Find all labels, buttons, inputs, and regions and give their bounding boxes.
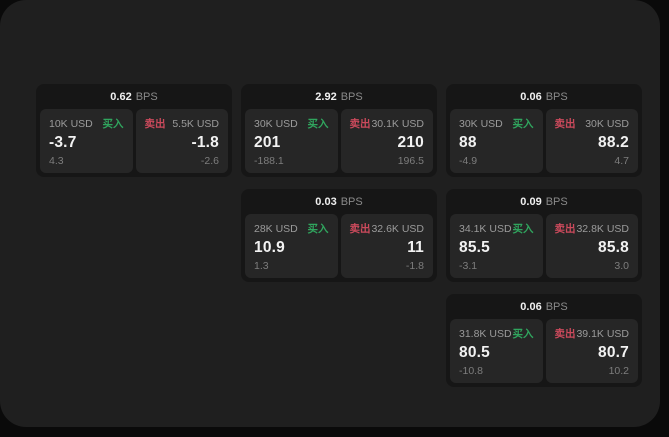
quote-card: 0.62 BPS 10K USD 买入 -3.7 4.3 卖出 5.5K USD xyxy=(36,84,232,177)
buy-delta: -3.1 xyxy=(459,260,478,272)
buy-tile[interactable]: 10K USD 买入 -3.7 4.3 xyxy=(40,109,133,173)
sell-size-label: 32.8K USD xyxy=(576,222,629,235)
sell-delta: 196.5 xyxy=(397,155,424,167)
quote-card: 0.09 BPS 34.1K USD 买入 85.5 -3.1 卖出 32.8K… xyxy=(446,189,642,282)
bps-unit-label: BPS xyxy=(340,90,363,103)
bps-unit-label: BPS xyxy=(135,90,158,103)
buy-tile[interactable]: 30K USD 买入 201 -188.1 xyxy=(245,109,338,173)
bps-header: 2.92 BPS xyxy=(241,84,437,109)
sell-side-label: 卖出 xyxy=(144,118,166,130)
sell-size-label: 5.5K USD xyxy=(172,117,219,130)
sell-side-label: 卖出 xyxy=(554,328,576,340)
bps-header: 0.06 BPS xyxy=(446,294,642,319)
buy-side-label: 买入 xyxy=(102,118,124,130)
bps-value: 0.09 xyxy=(520,195,542,208)
sell-side-label: 卖出 xyxy=(554,223,576,235)
bps-value: 0.06 xyxy=(520,300,542,313)
sell-price: 210 xyxy=(397,134,424,151)
buy-side-label: 买入 xyxy=(307,223,329,235)
sell-delta: 4.7 xyxy=(614,155,629,167)
quote-card: 0.06 BPS 30K USD 买入 88 -4.9 卖出 30K USD xyxy=(446,84,642,177)
buy-price: 201 xyxy=(254,134,281,151)
bps-header: 0.62 BPS xyxy=(36,84,232,109)
quote-card: 0.06 BPS 31.8K USD 买入 80.5 -10.8 卖出 39.1… xyxy=(446,294,642,387)
buy-sell-panels: 34.1K USD 买入 85.5 -3.1 卖出 32.8K USD 85.8… xyxy=(446,214,642,282)
buy-size-label: 30K USD xyxy=(459,117,503,130)
sell-size-label: 39.1K USD xyxy=(576,327,629,340)
buy-price: -3.7 xyxy=(49,134,77,151)
buy-tile[interactable]: 31.8K USD 买入 80.5 -10.8 xyxy=(450,319,543,383)
bps-value: 0.03 xyxy=(315,195,337,208)
buy-side-label: 买入 xyxy=(307,118,329,130)
buy-delta: -188.1 xyxy=(254,155,284,167)
sell-tile[interactable]: 卖出 30.1K USD 210 196.5 xyxy=(340,109,433,173)
buy-side-label: 买入 xyxy=(512,223,534,235)
buy-tile[interactable]: 30K USD 买入 88 -4.9 xyxy=(450,109,543,173)
bps-value: 2.92 xyxy=(315,90,337,103)
sell-size-label: 30K USD xyxy=(585,117,629,130)
buy-delta: 4.3 xyxy=(49,155,64,167)
quote-card-grid: 0.62 BPS 10K USD 买入 -3.7 4.3 卖出 5.5K USD xyxy=(36,84,642,387)
sell-tile[interactable]: 卖出 32.8K USD 85.8 3.0 xyxy=(545,214,638,278)
sell-delta: -1.8 xyxy=(405,260,424,272)
buy-size-label: 28K USD xyxy=(254,222,298,235)
sell-price: 80.7 xyxy=(598,344,629,361)
buy-size-label: 10K USD xyxy=(49,117,93,130)
buy-sell-panels: 31.8K USD 买入 80.5 -10.8 卖出 39.1K USD 80.… xyxy=(446,319,642,387)
sell-side-label: 卖出 xyxy=(349,223,371,235)
bps-unit-label: BPS xyxy=(545,195,568,208)
bps-value: 0.06 xyxy=(520,90,542,103)
bps-header: 0.03 BPS xyxy=(241,189,437,214)
buy-delta: -10.8 xyxy=(459,365,483,377)
buy-delta: -4.9 xyxy=(459,155,478,167)
sell-price: 85.8 xyxy=(598,239,629,256)
sell-tile[interactable]: 卖出 39.1K USD 80.7 10.2 xyxy=(545,319,638,383)
buy-tile[interactable]: 34.1K USD 买入 85.5 -3.1 xyxy=(450,214,543,278)
sell-delta: 3.0 xyxy=(614,260,629,272)
quote-card: 2.92 BPS 30K USD 买入 201 -188.1 卖出 30.1K … xyxy=(241,84,437,177)
quote-board-window: 0.62 BPS 10K USD 买入 -3.7 4.3 卖出 5.5K USD xyxy=(0,0,660,427)
buy-price: 10.9 xyxy=(254,239,285,256)
bps-unit-label: BPS xyxy=(545,300,568,313)
buy-price: 88 xyxy=(459,134,477,151)
sell-delta: 10.2 xyxy=(608,365,629,377)
buy-size-label: 31.8K USD xyxy=(459,327,512,340)
sell-price: -1.8 xyxy=(191,134,219,151)
buy-tile[interactable]: 28K USD 买入 10.9 1.3 xyxy=(245,214,338,278)
sell-price: 88.2 xyxy=(598,134,629,151)
buy-price: 85.5 xyxy=(459,239,490,256)
buy-size-label: 34.1K USD xyxy=(459,222,512,235)
buy-sell-panels: 28K USD 买入 10.9 1.3 卖出 32.6K USD 11 -1.8 xyxy=(241,214,437,282)
sell-price: 11 xyxy=(407,239,424,256)
buy-sell-panels: 30K USD 买入 88 -4.9 卖出 30K USD 88.2 4.7 xyxy=(446,109,642,177)
buy-sell-panels: 10K USD 买入 -3.7 4.3 卖出 5.5K USD -1.8 -2.… xyxy=(36,109,232,177)
sell-tile[interactable]: 卖出 30K USD 88.2 4.7 xyxy=(545,109,638,173)
sell-tile[interactable]: 卖出 32.6K USD 11 -1.8 xyxy=(340,214,433,278)
buy-size-label: 30K USD xyxy=(254,117,298,130)
buy-sell-panels: 30K USD 买入 201 -188.1 卖出 30.1K USD 210 1… xyxy=(241,109,437,177)
bps-header: 0.06 BPS xyxy=(446,84,642,109)
sell-size-label: 30.1K USD xyxy=(371,117,424,130)
sell-size-label: 32.6K USD xyxy=(371,222,424,235)
sell-side-label: 卖出 xyxy=(349,118,371,130)
sell-side-label: 卖出 xyxy=(554,118,576,130)
buy-side-label: 买入 xyxy=(512,328,534,340)
bps-unit-label: BPS xyxy=(340,195,363,208)
sell-tile[interactable]: 卖出 5.5K USD -1.8 -2.6 xyxy=(135,109,228,173)
buy-side-label: 买入 xyxy=(512,118,534,130)
buy-price: 80.5 xyxy=(459,344,490,361)
sell-delta: -2.6 xyxy=(200,155,219,167)
quote-card: 0.03 BPS 28K USD 买入 10.9 1.3 卖出 32.6K US… xyxy=(241,189,437,282)
bps-unit-label: BPS xyxy=(545,90,568,103)
buy-delta: 1.3 xyxy=(254,260,269,272)
bps-value: 0.62 xyxy=(110,90,132,103)
bps-header: 0.09 BPS xyxy=(446,189,642,214)
